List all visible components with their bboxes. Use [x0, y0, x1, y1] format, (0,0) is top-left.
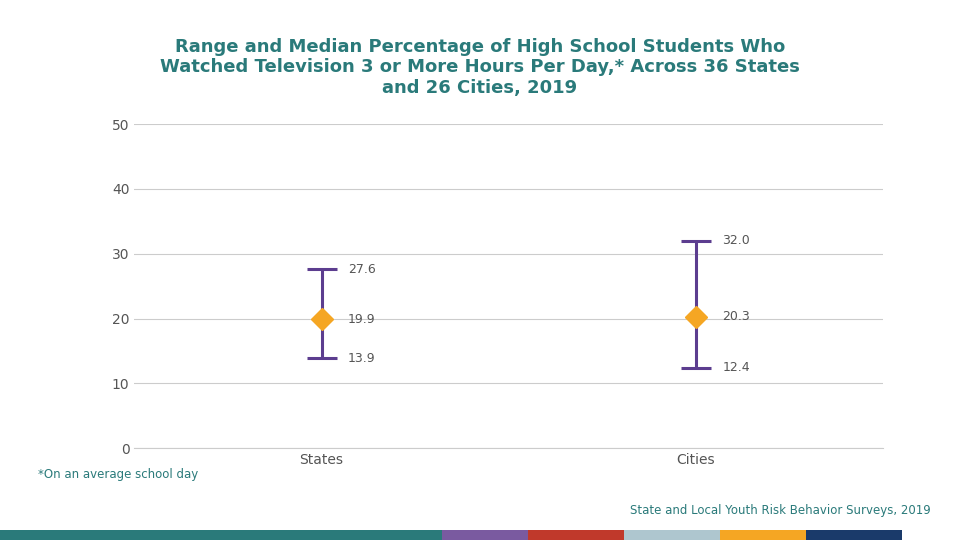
Text: *On an average school day: *On an average school day — [38, 468, 199, 481]
Text: 12.4: 12.4 — [722, 361, 750, 374]
Text: 20.3: 20.3 — [722, 310, 750, 323]
Text: 32.0: 32.0 — [722, 234, 750, 247]
Text: 19.9: 19.9 — [348, 313, 375, 326]
Text: 13.9: 13.9 — [348, 352, 375, 365]
Text: State and Local Youth Risk Behavior Surveys, 2019: State and Local Youth Risk Behavior Surv… — [631, 504, 931, 517]
Text: Range and Median Percentage of High School Students Who
Watched Television 3 or : Range and Median Percentage of High Scho… — [160, 38, 800, 97]
Text: 27.6: 27.6 — [348, 263, 375, 276]
